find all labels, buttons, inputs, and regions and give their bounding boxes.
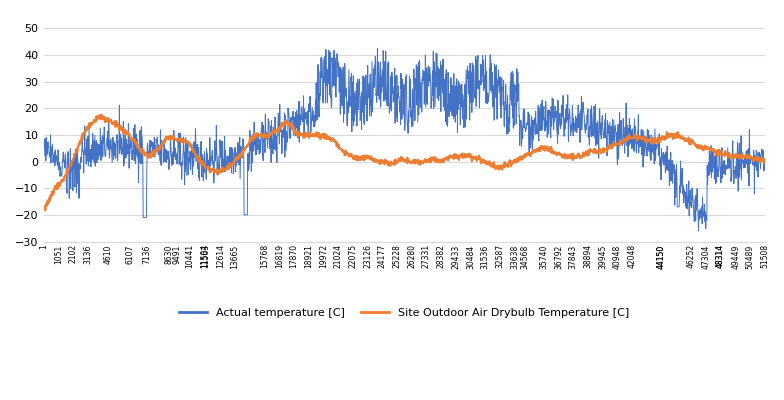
Legend: Actual temperature [C], Site Outdoor Air Drybulb Temperature [C]: Actual temperature [C], Site Outdoor Air… — [175, 303, 633, 322]
